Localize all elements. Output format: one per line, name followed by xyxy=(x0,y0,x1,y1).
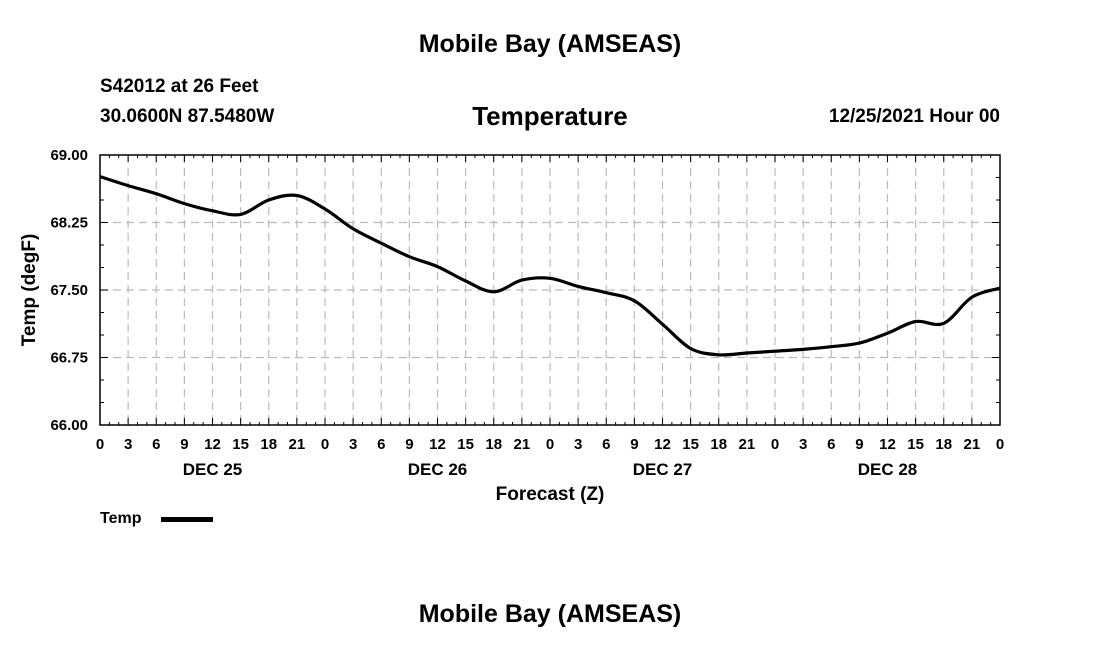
forecast-datetime: 12/25/2021 Hour 00 xyxy=(828,106,1000,127)
x-tick-label: 15 xyxy=(682,436,699,453)
x-tick-label: 21 xyxy=(289,436,306,453)
x-tick-label: 3 xyxy=(574,436,582,453)
y-tick-label: 66.75 xyxy=(50,350,88,367)
x-tick-label: 6 xyxy=(827,436,835,453)
coordinates-label: 30.0600N 87.5480W xyxy=(100,106,275,127)
x-tick-label: 9 xyxy=(180,436,188,453)
variable-title: Temperature xyxy=(472,101,628,131)
plot-frame xyxy=(99,154,1001,426)
x-tick-label: 12 xyxy=(429,436,446,453)
x-tick-label: 21 xyxy=(514,436,531,453)
x-tick-label: 6 xyxy=(152,436,160,453)
grid xyxy=(100,155,1000,425)
y-tick-label: 68.25 xyxy=(50,215,88,232)
x-tick-label: 12 xyxy=(204,436,221,453)
x-tick-label: 21 xyxy=(964,436,981,453)
x-tick-label: 15 xyxy=(232,436,249,453)
y-tick-label: 69.00 xyxy=(50,147,88,164)
x-tick-label: 3 xyxy=(799,436,807,453)
y-tick-label: 66.00 xyxy=(50,417,88,434)
x-tick-label: 3 xyxy=(124,436,132,453)
x-tick-label: 6 xyxy=(377,436,385,453)
y-tick-label: 67.50 xyxy=(50,282,88,299)
temp-series-line xyxy=(99,175,1001,357)
x-tick-label: 9 xyxy=(855,436,863,453)
x-tick-label: 0 xyxy=(771,436,779,453)
x-tick-label: 12 xyxy=(654,436,671,453)
day-label: DEC 27 xyxy=(633,460,693,479)
station-label: S42012 at 26 Feet xyxy=(100,76,259,97)
x-tick-label: 18 xyxy=(485,436,502,453)
day-label: DEC 25 xyxy=(183,460,243,479)
x-tick-label: 21 xyxy=(739,436,756,453)
day-label: DEC 26 xyxy=(408,460,468,479)
footer-title: Mobile Bay (AMSEAS) xyxy=(418,600,682,628)
tick-labels: 0 3 6 9 12 15 18 21 0 3 6 9 12 15 18 21 0 3 6 9 12 15 18 21 0 3 6 9… xyxy=(50,147,1004,479)
y-axis-label: Temp (degF) xyxy=(19,234,40,347)
x-tick-label: 15 xyxy=(907,436,924,453)
x-tick-label: 0 xyxy=(546,436,554,453)
x-tick-label: 6 xyxy=(602,436,610,453)
day-label: DEC 28 xyxy=(858,460,918,479)
x-tick-label: 15 xyxy=(457,436,474,453)
x-axis-label: Forecast (Z) xyxy=(496,484,605,505)
x-tick-label: 3 xyxy=(349,436,357,453)
x-tick-label: 18 xyxy=(260,436,277,453)
series xyxy=(99,175,1001,357)
x-tick-label: 0 xyxy=(96,436,104,453)
x-tick-label: 0 xyxy=(321,436,329,453)
x-tick-label: 9 xyxy=(405,436,413,453)
legend-label: Temp xyxy=(100,510,142,527)
legend-swatch xyxy=(161,517,213,522)
x-tick-label: 9 xyxy=(630,436,638,453)
x-tick-label: 18 xyxy=(710,436,727,453)
chart-title: Mobile Bay (AMSEAS) xyxy=(418,30,682,58)
x-tick-label: 12 xyxy=(879,436,896,453)
x-tick-label: 0 xyxy=(996,436,1004,453)
x-tick-label: 18 xyxy=(935,436,952,453)
